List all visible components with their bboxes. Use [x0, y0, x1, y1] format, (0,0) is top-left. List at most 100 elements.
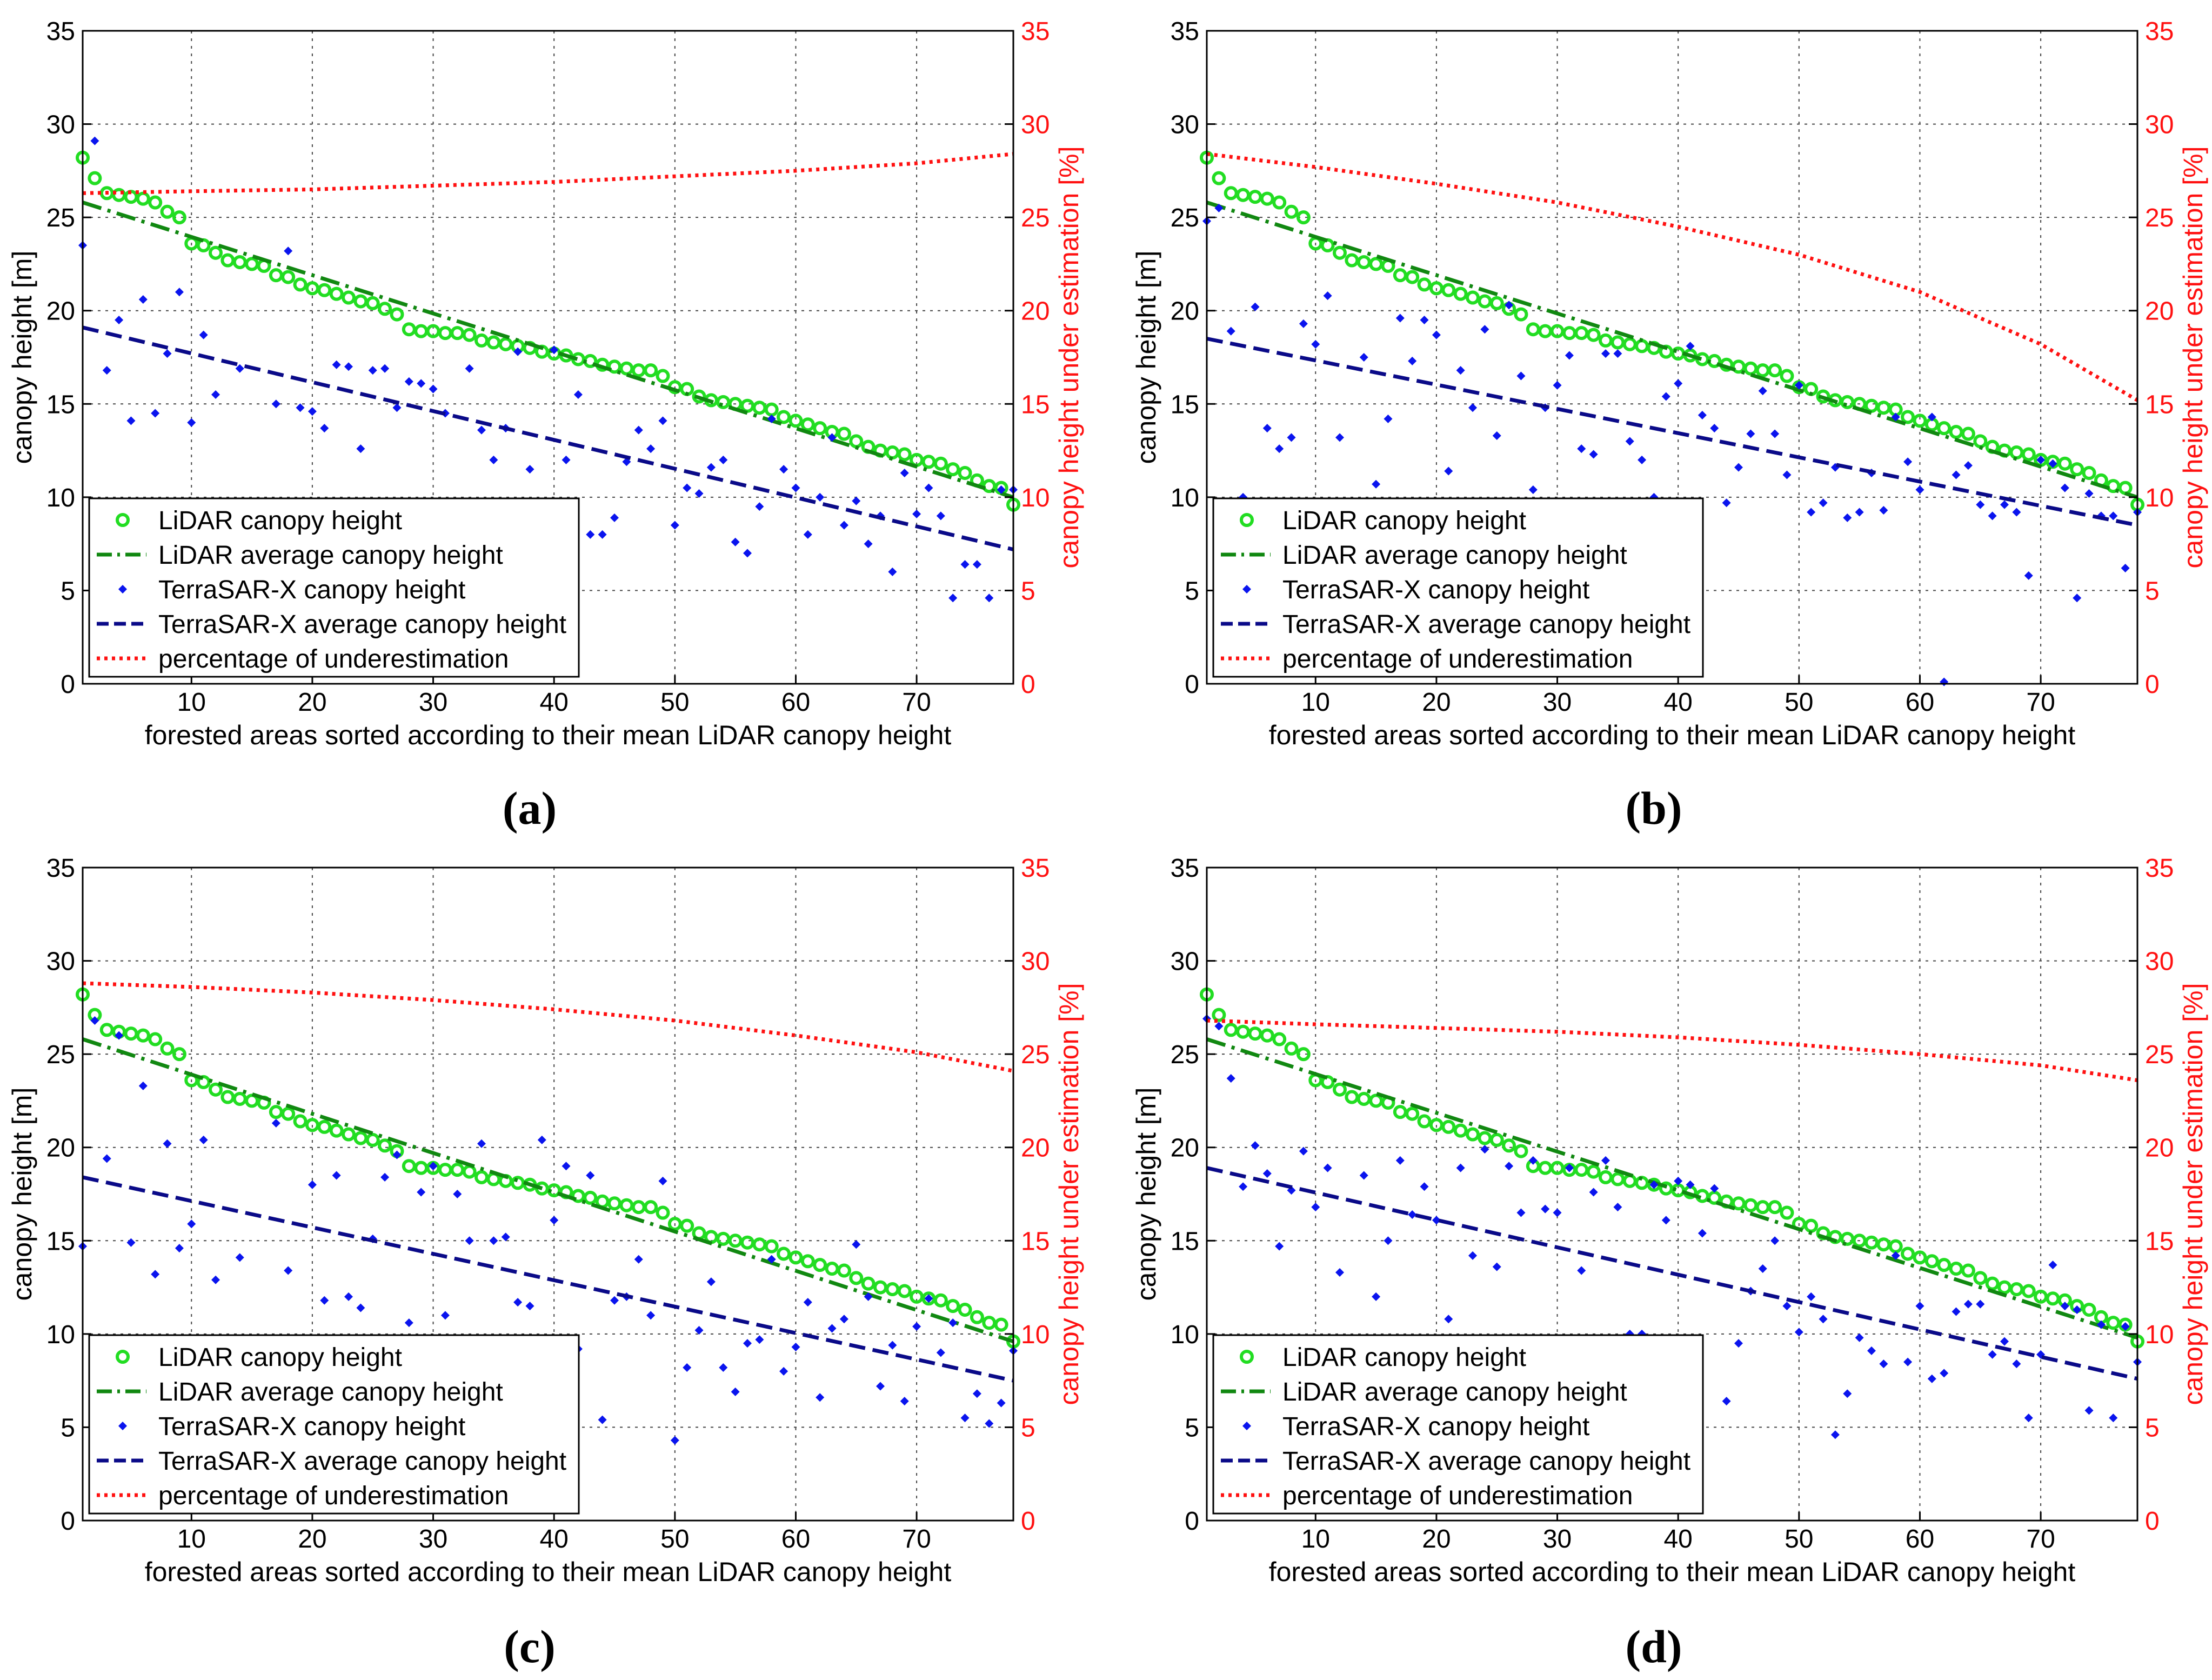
y2-tick-label: 15 [1021, 390, 1050, 419]
terrasar-point [1819, 498, 1828, 508]
lidar-point [329, 1123, 344, 1138]
chart-panel-c: 0 5 10 15 20 25 30 35 0 5 10 15 20 25 30 35 10 20 30 40 50 60… [7, 854, 1084, 1672]
lidar-point [680, 1218, 694, 1233]
legend-entry: LiDAR canopy height [1240, 506, 1526, 535]
terrasar-point [1879, 506, 1888, 515]
terrasar-point [1625, 437, 1634, 446]
terrasar-point [235, 1253, 244, 1262]
y-tick-label: 0 [1185, 1507, 1199, 1536]
y-tick-label: 0 [1185, 670, 1199, 699]
lidar-point [196, 238, 211, 252]
terrasar-point [634, 425, 643, 435]
lidar-point [1272, 1032, 1287, 1046]
terrasar-point [816, 492, 825, 502]
terrasar-point [948, 594, 958, 603]
lidar-point [849, 1271, 864, 1285]
terrasar-point [356, 1303, 365, 1312]
legend-entry: LiDAR canopy height [1240, 1343, 1526, 1372]
lidar-point [1441, 1119, 1456, 1134]
terrasar-point [1251, 302, 1260, 311]
y2-tick-label: 20 [1021, 297, 1050, 326]
terrasar-point [1770, 1236, 1780, 1245]
legend-label: percentage of underestimation [1282, 1482, 1633, 1510]
terrasar-point [1275, 1242, 1284, 1251]
terrasar-point [646, 1311, 656, 1320]
terrasar-point [1952, 470, 1961, 479]
terrasar-point [1927, 1374, 1936, 1383]
axes-frame [82, 866, 1014, 1522]
terrasar-point [1239, 1182, 1248, 1191]
terrasar-point [1674, 1176, 1683, 1185]
lidar-point [209, 1082, 223, 1097]
y-tick-label: 30 [46, 948, 75, 976]
terrasar-point [2036, 455, 2046, 464]
y2-tick-label: 5 [2145, 577, 2160, 605]
terrasar-point [2073, 594, 2082, 603]
terrasar-point [658, 1176, 667, 1185]
terrasar-point [972, 1389, 981, 1398]
axes-frame [1206, 30, 2139, 685]
lidar-point [1924, 1254, 1939, 1269]
terrasar-point [1299, 1146, 1308, 1156]
series-terrasar-x-canopy-height [78, 1016, 1018, 1445]
lidar-point [2082, 1302, 2096, 1317]
x-tick-label: 50 [660, 688, 689, 717]
y2-tick-label: 5 [2145, 1414, 2160, 1442]
terrasar-point [2096, 1320, 2106, 1329]
terrasar-point [646, 444, 656, 454]
y-tick-label: 25 [46, 1041, 75, 1069]
terrasar-point [743, 1339, 752, 1348]
series-terrasar-x-average-canopy-height [1206, 1166, 2138, 1381]
y-tick-label: 30 [1171, 111, 1199, 139]
y2-tick-label: 15 [1021, 1227, 1050, 1256]
lidar-point [2021, 1284, 2036, 1298]
terrasar-point [767, 414, 776, 423]
legend-label: TerraSAR-X canopy height [158, 576, 465, 604]
y2-tick-label: 20 [2145, 297, 2174, 326]
terrasar-point [525, 1302, 534, 1311]
terrasar-point [683, 1363, 692, 1372]
terrasar-point [791, 483, 800, 492]
terrasar-point [1855, 508, 1864, 517]
terrasar-point [537, 1135, 546, 1144]
series-line [82, 325, 1014, 551]
terrasar-point [332, 1171, 341, 1180]
terrasar-point [2024, 571, 2033, 580]
lidar-point [329, 286, 344, 301]
terrasar-point [115, 315, 124, 324]
x-tick-label: 30 [419, 688, 447, 717]
terrasar-point [1299, 319, 1308, 328]
terrasar-point [694, 489, 704, 498]
lidar-point [1937, 1258, 1952, 1272]
legend-entry: LiDAR average canopy height [97, 1378, 503, 1406]
terrasar-point [2048, 459, 2057, 468]
terrasar-point [1323, 291, 1332, 301]
lidar-point [897, 1284, 912, 1298]
lidar-point [1961, 1263, 1975, 1278]
x-axis-label: forested areas sorted according to their… [1269, 1557, 2076, 1587]
x-tick-label: 30 [1543, 1525, 1572, 1554]
lidar-point [1405, 270, 1420, 284]
legend-label: LiDAR canopy height [158, 506, 402, 535]
terrasar-point [1819, 1315, 1828, 1324]
terrasar-point [429, 384, 438, 394]
lidar-point [788, 414, 803, 428]
lidar-point [136, 191, 150, 206]
terrasar-point [936, 511, 945, 521]
terrasar-point [501, 1232, 510, 1242]
series-terrasar-x-average-canopy-height [1206, 337, 2138, 528]
terrasar-point [368, 366, 377, 375]
terrasar-point [1613, 349, 1622, 358]
chart-panel-b: 0 5 10 15 20 25 30 35 0 5 10 15 20 25 30 35 10 20 30 40 50 60… [1131, 17, 2208, 834]
x-tick-label: 10 [177, 1525, 206, 1554]
terrasar-point [1734, 463, 1743, 472]
lidar-point [317, 1119, 332, 1134]
x-axis-label: forested areas sorted according to their… [145, 1557, 952, 1587]
y2-tick-label: 30 [2145, 111, 2174, 139]
terrasar-point [562, 1162, 571, 1171]
series-terrasar-x-canopy-height [1202, 1014, 2142, 1439]
legend-label: LiDAR average canopy height [158, 541, 503, 570]
y-axis-label: canopy height [m] [7, 251, 37, 464]
legend-entry: TerraSAR-X canopy height [118, 576, 465, 604]
terrasar-point [779, 1366, 788, 1376]
